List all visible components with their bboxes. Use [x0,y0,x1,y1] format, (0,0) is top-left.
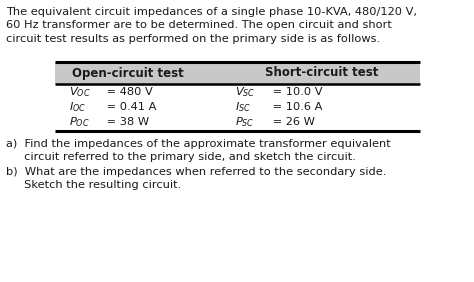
Text: = 38 W: = 38 W [103,117,149,127]
Text: $V_{SC}$: $V_{SC}$ [235,85,255,99]
Text: $\mathit{I}_{SC}$: $\mathit{I}_{SC}$ [235,100,251,114]
Text: Sketch the resulting circuit.: Sketch the resulting circuit. [6,180,181,191]
Text: circuit test results as performed on the primary side is as follows.: circuit test results as performed on the… [6,34,380,44]
Text: Short-circuit test: Short-circuit test [265,67,378,80]
Text: b)  What are the impedances when referred to the secondary side.: b) What are the impedances when referred… [6,167,386,177]
Bar [55,62,420,84]
Text: = 0.41 A: = 0.41 A [103,102,156,112]
Text: a)  Find the impedances of the approximate transformer equivalent: a) Find the impedances of the approximat… [6,139,391,149]
Text: Open-circuit test: Open-circuit test [72,67,184,80]
Text: 60 Hz transformer are to be determined. The open circuit and short: 60 Hz transformer are to be determined. … [6,21,392,30]
Text: circuit referred to the primary side, and sketch the circuit.: circuit referred to the primary side, an… [6,153,356,162]
Text: = 480 V: = 480 V [103,87,153,97]
Text: $\mathit{I}_{OC}$: $\mathit{I}_{OC}$ [69,100,86,114]
Text: The equivalent circuit impedances of a single phase 10-KVA, 480/120 V,: The equivalent circuit impedances of a s… [6,7,417,17]
Text: $P_{SC}$: $P_{SC}$ [235,115,254,129]
Text: = 10.6 A: = 10.6 A [269,102,322,112]
Text: $P_{OC}$: $P_{OC}$ [69,115,90,129]
Text: = 26 W: = 26 W [269,117,314,127]
Text: $V_{OC}$: $V_{OC}$ [69,85,91,99]
Text: = 10.0 V: = 10.0 V [269,87,322,97]
